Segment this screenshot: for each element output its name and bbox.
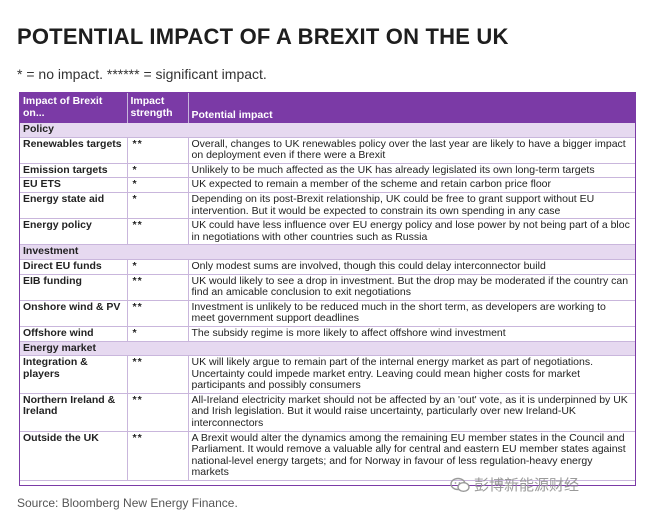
row-strength: ** [127, 218, 189, 246]
row-strength: * [127, 259, 189, 275]
section-label: Energy market [20, 341, 635, 357]
page-title: POTENTIAL IMPACT OF A BREXIT ON THE UK [17, 24, 509, 49]
table-row: Renewables targets ** Overall, changes t… [20, 137, 635, 164]
table-header-row: Impact of Brexit on... Impact strength P… [20, 93, 635, 123]
row-impact: Overall, changes to UK renewables policy… [188, 137, 635, 164]
wechat-icon [450, 477, 470, 493]
row-item: Emission targets [20, 163, 128, 179]
row-strength: ** [127, 137, 189, 164]
table-row: Emission targets * Unlikely to be much a… [20, 163, 635, 179]
header-impact-of: Impact of Brexit on... [20, 93, 128, 123]
section-label: Investment [20, 244, 635, 260]
row-strength: * [127, 192, 189, 220]
row-item: Onshore wind & PV [20, 300, 128, 327]
row-strength: * [127, 177, 189, 193]
watermark-text: 彭博新能源财经 [474, 477, 580, 494]
table-row: EIB funding ** UK would likely to see a … [20, 274, 635, 301]
table-row: Energy policy ** UK could have less infl… [20, 218, 635, 246]
row-item: Energy state aid [20, 192, 128, 220]
row-impact: Unlikely to be much affected as the UK h… [188, 163, 635, 179]
row-impact: UK will likely argue to remain part of t… [188, 355, 635, 394]
section-label: Policy [20, 123, 635, 138]
row-impact: UK expected to remain a member of the sc… [188, 177, 635, 193]
table-row: Direct EU funds * Only modest sums are i… [20, 259, 635, 275]
row-strength: ** [127, 300, 189, 327]
row-impact: The subsidy regime is more likely to aff… [188, 326, 635, 342]
row-item: Northern Ireland & Ireland [20, 393, 128, 432]
source-note: Source: Bloomberg New Energy Finance. [17, 496, 238, 510]
row-item: Outside the UK [20, 431, 128, 482]
row-impact: UK would likely to see a drop in investm… [188, 274, 635, 301]
row-impact: Investment is unlikely to be reduced muc… [188, 300, 635, 327]
row-impact: Depending on its post-Brexit relationshi… [188, 192, 635, 220]
watermark: 彭博新能源财经 [450, 474, 579, 495]
table-row: Onshore wind & PV ** Investment is unlik… [20, 300, 635, 327]
row-strength: ** [127, 355, 189, 394]
row-strength: ** [127, 274, 189, 301]
table-row: EU ETS * UK expected to remain a member … [20, 177, 635, 193]
row-item: Direct EU funds [20, 259, 128, 275]
impact-table: Impact of Brexit on... Impact strength P… [20, 93, 635, 482]
table-row: Integration & players ** UK will likely … [20, 355, 635, 394]
table-row: Energy state aid * Depending on its post… [20, 192, 635, 220]
header-strength: Impact strength [127, 93, 189, 123]
row-item: Renewables targets [20, 137, 128, 164]
row-impact: A Brexit would alter the dynamics among … [188, 431, 635, 482]
row-impact: Only modest sums are involved, though th… [188, 259, 635, 275]
row-strength: * [127, 163, 189, 179]
row-item: EU ETS [20, 177, 128, 193]
row-item: EIB funding [20, 274, 128, 301]
impact-table-container: Impact of Brexit on... Impact strength P… [19, 92, 636, 486]
header-potential-impact: Potential impact [188, 93, 635, 123]
row-strength: * [127, 326, 189, 342]
table-row: Outside the UK ** A Brexit would alter t… [20, 431, 635, 482]
row-item: Energy policy [20, 218, 128, 246]
table-row: Offshore wind * The subsidy regime is mo… [20, 326, 635, 342]
row-impact: All-Ireland electricity market should no… [188, 393, 635, 432]
row-strength: ** [127, 431, 189, 482]
row-impact: UK could have less influence over EU ene… [188, 218, 635, 246]
row-strength: ** [127, 393, 189, 432]
section-row-policy: Policy [20, 123, 635, 138]
legend-note: * = no impact. ****** = significant impa… [17, 66, 267, 82]
row-item: Integration & players [20, 355, 128, 394]
section-row-investment: Investment [20, 244, 635, 260]
section-row-energy-market: Energy market [20, 341, 635, 357]
table-row: Northern Ireland & Ireland ** All-Irelan… [20, 393, 635, 432]
row-item: Offshore wind [20, 326, 128, 342]
